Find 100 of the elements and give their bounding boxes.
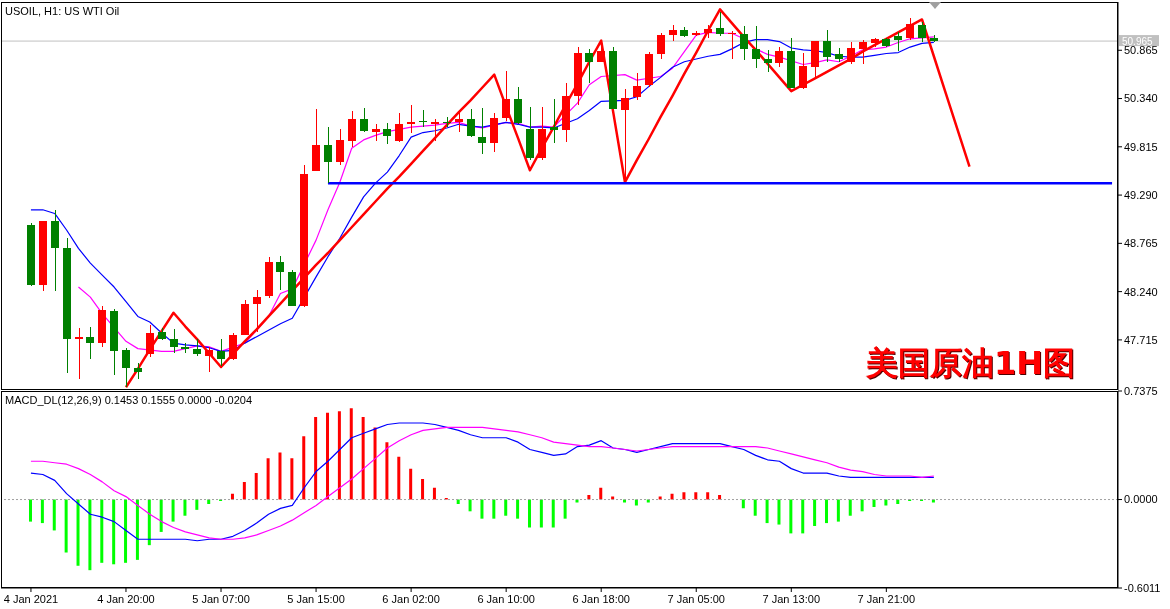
bar	[694, 492, 698, 500]
y-tick-label: 0.7375	[1124, 384, 1158, 397]
chart-title: MACD_DL(12,26,9) 0.1453 0.1555 0.0000 -0.0204	[5, 394, 253, 407]
bar	[551, 499, 555, 528]
candlestick	[170, 328, 178, 354]
bar	[349, 408, 353, 500]
candlestick	[799, 52, 807, 90]
candlestick	[502, 70, 510, 122]
x-tick-label: 6 Jan 18:00	[572, 593, 630, 605]
bar	[872, 499, 876, 507]
x-tick-label: 5 Jan 07:00	[192, 593, 250, 605]
x-tick-label: 5 Jan 15:00	[287, 593, 345, 605]
candlestick	[657, 32, 665, 60]
candlestick	[348, 110, 356, 148]
candlestick	[467, 108, 475, 138]
y-tick-label: 50.340	[1124, 92, 1158, 105]
bar	[183, 499, 187, 516]
bar	[718, 495, 722, 500]
candlestick	[775, 46, 783, 68]
x-tick-label: 4 Jan 20:00	[97, 593, 155, 605]
candlestick	[276, 255, 284, 291]
candlestick	[918, 21, 926, 43]
bar	[753, 499, 757, 516]
bar	[112, 499, 116, 565]
candlestick	[360, 107, 368, 133]
bar	[456, 499, 460, 504]
bar	[682, 492, 686, 500]
bar	[516, 499, 520, 519]
bar	[599, 487, 603, 500]
bar	[706, 492, 710, 500]
candlestick	[585, 48, 593, 84]
y-tick-label: 49.290	[1124, 188, 1158, 201]
chart-title: USOIL, H1: US WTI Oil	[5, 5, 120, 18]
candlestick	[752, 25, 760, 69]
bar	[337, 411, 341, 500]
candlestick	[205, 346, 213, 373]
bar	[326, 412, 330, 500]
bar	[314, 417, 318, 500]
bar	[480, 499, 484, 519]
x-tick-label: 7 Jan 05:00	[667, 593, 725, 605]
ref-line-label: 50.965	[1122, 35, 1154, 47]
bar	[563, 499, 567, 519]
bar	[266, 458, 270, 500]
candlestick	[336, 128, 344, 166]
bar	[159, 499, 163, 532]
bar	[64, 499, 68, 553]
bar	[385, 442, 389, 500]
candlestick	[122, 347, 130, 388]
y-tick-label: 47.715	[1124, 333, 1158, 346]
bar	[777, 499, 781, 525]
bar	[527, 499, 531, 528]
bar	[302, 436, 306, 500]
bar	[76, 499, 80, 566]
candlestick	[859, 39, 867, 65]
bar	[397, 456, 401, 500]
bar	[195, 499, 199, 510]
candlestick	[823, 29, 831, 63]
x-tick-label: 7 Jan 13:00	[762, 593, 821, 605]
bar	[373, 427, 377, 500]
bar	[848, 499, 852, 516]
bar	[242, 481, 246, 500]
bar	[147, 499, 151, 546]
y-tick-label: 49.815	[1124, 140, 1158, 153]
candlestick	[229, 332, 237, 361]
bar	[432, 487, 436, 500]
y-tick-label: 0.0000	[1124, 493, 1158, 506]
bar	[765, 499, 769, 524]
bar	[741, 499, 745, 509]
bar	[52, 499, 56, 531]
x-tick-label: 6 Jan 02:00	[382, 593, 440, 605]
candlestick	[146, 324, 154, 358]
candlestick	[550, 98, 558, 144]
candlestick	[478, 107, 486, 155]
annotation: 美国原油1H图	[866, 344, 1076, 382]
candlestick	[324, 126, 332, 184]
bar	[254, 473, 258, 500]
candlestick	[728, 30, 736, 60]
bar	[171, 499, 175, 522]
candlestick	[75, 327, 83, 380]
bar	[421, 478, 425, 500]
bar	[100, 499, 104, 563]
candlestick	[383, 122, 391, 145]
bar	[504, 499, 508, 516]
x-tick-label: 6 Jan 10:00	[477, 593, 535, 605]
bar	[290, 458, 294, 500]
bar	[361, 417, 365, 500]
bar	[813, 499, 817, 527]
bar	[40, 499, 44, 524]
bar	[278, 452, 282, 500]
x-tick-label: 7 Jan 21:00	[857, 593, 916, 605]
candlestick	[740, 25, 748, 61]
bar	[539, 499, 543, 528]
candlestick	[906, 17, 914, 41]
bar	[801, 499, 805, 534]
candlestick	[217, 338, 225, 367]
bar	[824, 499, 828, 524]
candlestick	[847, 41, 855, 65]
bar	[860, 499, 864, 512]
y-tick-label: 50.865	[1124, 44, 1158, 57]
bar	[492, 499, 496, 519]
